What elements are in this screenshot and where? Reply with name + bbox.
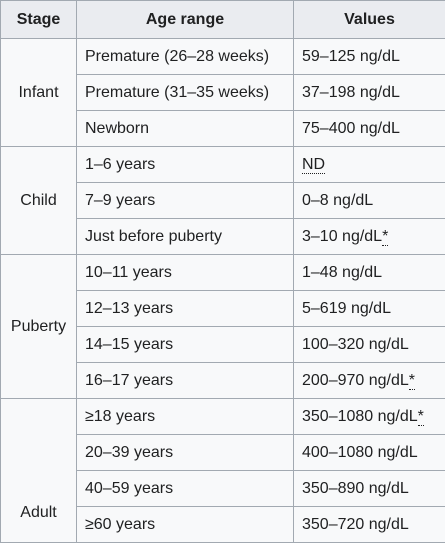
column-header-values: Values — [293, 0, 445, 39]
table-row: Just before puberty 3–10 ng/dL* — [1, 218, 445, 255]
age-range-cell: 16–17 years — [76, 362, 294, 399]
table-row: Child 1–6 years ND — [0, 146, 445, 255]
value-text: 59–125 ng/dL — [302, 47, 400, 65]
value-text: 0–8 ng/dL — [302, 191, 374, 209]
value-cell: 400–1080 ng/dL — [293, 434, 445, 471]
age-range-cell: Premature (31–35 weeks) — [76, 74, 294, 111]
value-cell: 59–125 ng/dL — [293, 38, 445, 75]
age-range-cell: 20–39 years — [76, 434, 294, 471]
age-range-cell: 12–13 years — [76, 290, 294, 327]
value-text: 75–400 ng/dL — [302, 119, 400, 137]
value-cell: 5–619 ng/dL — [293, 290, 445, 327]
footnote-asterisk[interactable]: * — [382, 227, 389, 246]
value-cell: 3–10 ng/dL* — [293, 218, 445, 255]
stage-cell-puberty: Puberty — [0, 254, 77, 399]
table-row: 20–39 years 400–1080 ng/dL — [1, 434, 445, 471]
value-cell: 350–1080 ng/dL* — [293, 398, 445, 435]
value-text: 5–619 ng/dL — [302, 299, 391, 317]
age-range-cell: 1–6 years — [76, 146, 294, 183]
value-cell: 75–400 ng/dL — [293, 110, 445, 147]
value-cell: 37–198 ng/dL — [293, 74, 445, 111]
value-text: 1–48 ng/dL — [302, 263, 383, 281]
value-text: 37–198 ng/dL — [302, 83, 400, 101]
value-text: 350–890 ng/dL — [302, 479, 409, 497]
table-row: ≥60 years 350–720 ng/dL — [1, 506, 445, 543]
value-cell: 200–970 ng/dL* — [293, 362, 445, 399]
table-row: 12–13 years 5–619 ng/dL — [1, 290, 445, 327]
value-cell: 100–320 ng/dL — [293, 326, 445, 363]
age-range-cell: 7–9 years — [76, 182, 294, 219]
table-row: 40–59 years 350–890 ng/dL — [1, 470, 445, 507]
value-text: 400–1080 ng/dL — [302, 443, 418, 461]
table-row: Puberty 10–11 years 1–48 ng/dL — [0, 254, 445, 399]
stage-cell-infant: Infant — [0, 38, 77, 147]
value-text: 350–1080 ng/dL — [302, 407, 418, 425]
stage-cell-child: Child — [0, 146, 77, 255]
header-row: Stage Age range Values — [0, 0, 445, 39]
age-range-cell: 10–11 years — [76, 254, 294, 291]
table-row: Infant Premature (26–28 weeks) 59–125 ng… — [0, 38, 445, 147]
value-cell: 350–890 ng/dL — [293, 470, 445, 507]
age-range-cell: Newborn — [76, 110, 294, 147]
table-row: 7–9 years 0–8 ng/dL — [1, 182, 445, 219]
column-header-age-range: Age range — [76, 0, 294, 39]
value-text: 3–10 ng/dL — [302, 227, 383, 245]
table-row: Newborn 75–400 ng/dL — [1, 110, 445, 147]
column-header-stage: Stage — [0, 0, 77, 39]
value-text: 350–720 ng/dL — [302, 515, 409, 533]
not-detected-abbreviation[interactable]: ND — [302, 155, 326, 174]
age-range-cell: ≥18 years — [76, 398, 294, 435]
value-cell: ND — [293, 146, 445, 183]
stage-cell-adult: Adult — [0, 398, 77, 543]
value-cell: 350–720 ng/dL — [293, 506, 445, 543]
age-range-cell: 14–15 years — [76, 326, 294, 363]
value-cell: 0–8 ng/dL — [293, 182, 445, 219]
age-range-cell: Premature (26–28 weeks) — [76, 38, 294, 75]
age-range-cell: ≥60 years — [76, 506, 294, 543]
table-row: 16–17 years 200–970 ng/dL* — [1, 362, 445, 399]
age-range-cell: Just before puberty — [76, 218, 294, 255]
footnote-asterisk[interactable]: * — [408, 371, 416, 390]
table-row: Adult ≥18 years 350–1080 ng/dL* — [0, 398, 445, 543]
age-range-cell: 40–59 years — [76, 470, 294, 507]
table-row: Premature (31–35 weeks) 37–198 ng/dL — [1, 74, 445, 111]
value-text: 100–320 ng/dL — [302, 335, 409, 353]
footnote-asterisk[interactable]: * — [417, 407, 424, 426]
value-text: 200–970 ng/dL — [302, 371, 409, 389]
value-cell: 1–48 ng/dL — [293, 254, 445, 291]
